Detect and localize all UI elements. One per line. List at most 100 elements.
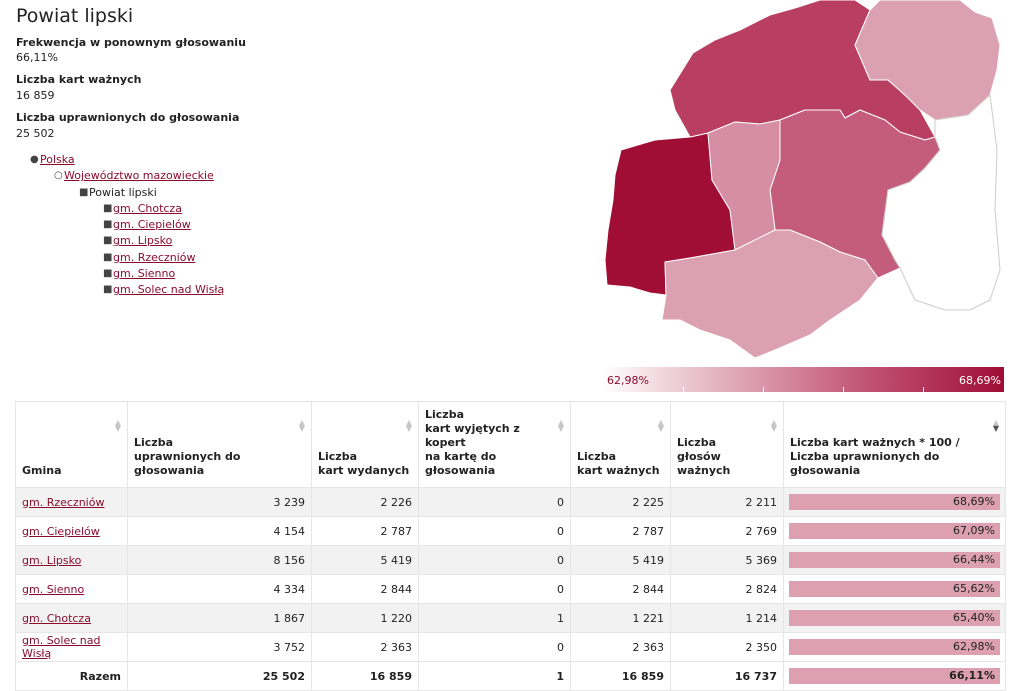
link-commune[interactable]: gm. Chotcza xyxy=(113,201,182,215)
pct-bar: 62,98% xyxy=(789,639,1000,655)
cell-uprawnieni: 3 239 xyxy=(127,487,312,517)
pct-bar: 65,40% xyxy=(789,610,1000,626)
tree-item-commune: ■ gm. Rzeczniów xyxy=(0,250,224,266)
cell-glosy: 2 211 xyxy=(670,487,784,517)
link-commune[interactable]: gm. Solec nad Wisłą xyxy=(113,283,225,297)
sort-arrows-icon: ▲ ▼ xyxy=(114,418,121,433)
cell-uprawnieni: 25 502 xyxy=(127,661,312,691)
table-row: gm. Sienno 4 334 2 844 0 2 844 2 824 65,… xyxy=(15,574,1006,604)
bullet-circle-icon: ○ xyxy=(54,170,63,182)
column-header-pct[interactable]: Liczba kart ważnych * 100 / Liczba upraw… xyxy=(783,401,1006,488)
table-header-row: Gmina ▲ ▼ Liczba uprawnionych do głosowan… xyxy=(15,401,1006,488)
link-commune[interactable]: gm. Sienno xyxy=(113,267,176,281)
cell-pct: 65,40% xyxy=(783,603,1006,633)
cell-wyjete: 1 xyxy=(418,603,571,633)
sort-desc-icon: ▲ ▼ xyxy=(992,418,999,433)
sort-arrows-icon: ▲ ▼ xyxy=(557,418,564,433)
cell-wydane: 2 363 xyxy=(311,632,419,662)
commune-link[interactable]: gm. Rzeczniów xyxy=(22,495,105,509)
commune-link[interactable]: gm. Sienno xyxy=(22,582,85,596)
sort-arrows-icon: ▲ ▼ xyxy=(657,418,664,433)
cell-pct: 62,98% xyxy=(783,632,1006,662)
column-header-label: Gmina xyxy=(22,464,62,477)
pct-bar: 66,44% xyxy=(789,552,1000,568)
column-header-label: Liczba kart wydanych xyxy=(318,450,410,477)
tree-item-commune: ■ gm. Lipsko xyxy=(0,233,224,249)
column-header-glosy[interactable]: Liczba głosów ważnych ▲ ▼ xyxy=(670,401,784,488)
turnout-value: 66,11% xyxy=(16,51,58,64)
link-commune[interactable]: gm. Rzeczniów xyxy=(113,250,196,264)
cell-wydane: 1 220 xyxy=(311,603,419,633)
legend-tick xyxy=(683,387,684,392)
cell-pct: 66,44% xyxy=(783,545,1006,575)
tree-item-commune: ■ gm. Chotcza xyxy=(0,201,224,217)
cell-gmina: gm. Rzeczniów xyxy=(15,487,128,517)
link-commune[interactable]: gm. Lipsko xyxy=(113,234,173,248)
cell-gmina: gm. Chotcza xyxy=(15,603,128,633)
cell-glosy: 2 824 xyxy=(670,574,784,604)
cell-uprawnieni: 1 867 xyxy=(127,603,312,633)
column-header-wyjete[interactable]: Liczba kart wyjętych z kopert na kartę d… xyxy=(418,401,571,488)
bullet-square-icon: ■ xyxy=(103,251,113,263)
table-total-row: Razem 25 502 16 859 1 16 859 16 737 66,1… xyxy=(15,661,1006,691)
cell-wydane: 16 859 xyxy=(311,661,419,691)
link-commune[interactable]: gm. Ciepielów xyxy=(113,218,191,232)
cell-glosy: 16 737 xyxy=(670,661,784,691)
bullet-square-icon: ■ xyxy=(103,219,113,231)
cell-wydane: 2 787 xyxy=(311,516,419,546)
column-header-wazne[interactable]: Liczba kart ważnych ▲ ▼ xyxy=(570,401,671,488)
cell-wydane: 2 844 xyxy=(311,574,419,604)
column-header-uprawnieni[interactable]: Liczba uprawnionych do głosowania ▲ ▼ xyxy=(127,401,312,488)
column-header-wydane[interactable]: Liczba kart wydanych ▲ ▼ xyxy=(311,401,419,488)
column-header-gmina[interactable]: Gmina ▲ ▼ xyxy=(15,401,128,488)
tree-item-commune: ■ gm. Ciepielów xyxy=(0,217,224,233)
sort-arrows-icon: ▲ ▼ xyxy=(770,418,777,433)
cell-pct: 66,11% xyxy=(783,661,1006,691)
commune-link[interactable]: gm. Chotcza xyxy=(22,611,91,625)
sort-arrows-icon: ▲ ▼ xyxy=(405,418,412,433)
legend-tick xyxy=(763,387,764,392)
tree-item-commune: ■ gm. Sienno xyxy=(0,266,224,282)
cell-wyjete: 0 xyxy=(418,545,571,575)
map-region-south[interactable] xyxy=(661,229,879,359)
cell-wyjete: 0 xyxy=(418,632,571,662)
bullet-square-icon: ■ xyxy=(103,235,113,247)
table-row: gm. Lipsko 8 156 5 419 0 5 419 5 369 66,… xyxy=(15,545,1006,575)
cell-gmina: gm. Ciepielów xyxy=(15,516,128,546)
cell-glosy: 5 369 xyxy=(670,545,784,575)
bullet-square-icon: ■ xyxy=(103,268,113,280)
map-region-solec[interactable] xyxy=(881,94,1001,311)
tree-item-commune: ■ gm. Solec nad Wisłą xyxy=(0,282,224,298)
legend-tick xyxy=(923,387,924,392)
bullet-square-icon: ■ xyxy=(103,284,113,296)
eligible-value: 25 502 xyxy=(16,127,55,140)
column-header-label: Liczba uprawnionych do głosowania xyxy=(134,436,241,477)
table-row: gm. Chotcza 1 867 1 220 1 1 221 1 214 65… xyxy=(15,603,1006,633)
cell-wazne: 2 844 xyxy=(570,574,671,604)
table-row: gm. Ciepielów 4 154 2 787 0 2 787 2 769 … xyxy=(15,516,1006,546)
map-region-sienno[interactable] xyxy=(707,119,781,251)
cell-wazne: 5 419 xyxy=(570,545,671,575)
cell-wazne: 1 221 xyxy=(570,603,671,633)
region-tree: ● Polska ○ Województwo mazowieckie ■ Pow… xyxy=(0,152,224,299)
cell-pct: 65,62% xyxy=(783,574,1006,604)
cell-wyjete: 0 xyxy=(418,516,571,546)
cell-uprawnieni: 4 154 xyxy=(127,516,312,546)
cell-wazne: 16 859 xyxy=(570,661,671,691)
pct-bar: 67,09% xyxy=(789,523,1000,539)
cell-pct: 68,69% xyxy=(783,487,1006,517)
cell-glosy: 2 769 xyxy=(670,516,784,546)
bullet-square-icon: ■ xyxy=(103,202,113,214)
eligible-label: Liczba uprawnionych do głosowania xyxy=(16,111,240,124)
commune-link[interactable]: gm. Ciepielów xyxy=(22,524,100,538)
legend-max-label: 68,69% xyxy=(959,374,1001,387)
commune-link[interactable]: gm. Lipsko xyxy=(22,553,82,567)
link-polska[interactable]: Polska xyxy=(40,153,75,166)
link-voivodeship[interactable]: Województwo mazowieckie xyxy=(64,169,214,183)
page-title: Powiat lipski xyxy=(16,5,134,27)
legend-min-label: 62,98% xyxy=(607,374,649,387)
cell-gmina: gm. Sienno xyxy=(15,574,128,604)
commune-link[interactable]: gm. Solec nad Wisłą xyxy=(22,634,101,660)
cell-wydane: 2 226 xyxy=(311,487,419,517)
results-table: Gmina ▲ ▼ Liczba uprawnionych do głosowan… xyxy=(15,401,1006,691)
